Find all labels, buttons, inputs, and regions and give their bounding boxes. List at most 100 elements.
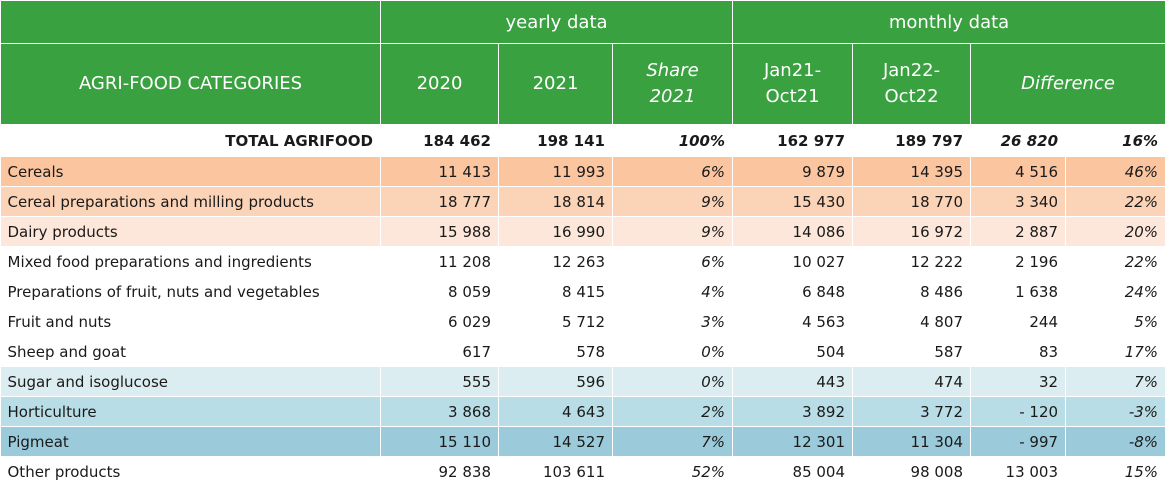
jan22-oct22-header: Jan22- Oct22 — [852, 43, 972, 125]
row-jan22: 3 772 — [852, 396, 972, 427]
row-diff-pct: 17% — [1065, 336, 1165, 367]
row-label: Cereals — [0, 156, 381, 187]
row-diff: 32 — [970, 366, 1067, 397]
row-label: Mixed food preparations and ingredients — [0, 246, 381, 277]
row-share: 3% — [612, 306, 734, 337]
row-share: 7% — [612, 426, 734, 457]
row-diff: - 997 — [970, 426, 1067, 457]
row-share: 9% — [612, 186, 734, 217]
table-row: Cereal preparations and milling products… — [0, 186, 1165, 217]
row-diff-pct: 46% — [1065, 156, 1165, 187]
row-diff: 244 — [970, 306, 1067, 337]
row-jan22: 11 304 — [852, 426, 972, 457]
row-jan22: 12 222 — [852, 246, 972, 277]
col-2020-header: 2020 — [380, 43, 499, 125]
total-share: 100% — [612, 124, 734, 157]
row-jan21: 85 004 — [732, 456, 854, 487]
row-jan21: 443 — [732, 366, 854, 397]
row-diff-pct: 5% — [1065, 306, 1165, 337]
row-diff-pct: -8% — [1065, 426, 1165, 457]
row-label: Pigmeat — [0, 426, 381, 457]
row-2020: 8 059 — [380, 276, 499, 307]
row-diff-pct: 22% — [1065, 186, 1165, 217]
row-diff-pct: 24% — [1065, 276, 1165, 307]
row-label: Cereal preparations and milling products — [0, 186, 381, 217]
row-jan21: 504 — [732, 336, 854, 367]
table-row: Sugar and isoglucose 555 596 0% 443 474 32 7% — [0, 366, 1165, 397]
row-share: 2% — [612, 396, 734, 427]
categories-header: AGRI-FOOD CATEGORIES — [0, 43, 381, 125]
total-2020: 184 462 — [380, 124, 499, 157]
row-2021: 5 712 — [498, 306, 613, 337]
row-2021: 11 993 — [498, 156, 613, 187]
row-label: Sheep and goat — [0, 336, 381, 367]
row-2021: 578 — [498, 336, 613, 367]
row-jan21: 15 430 — [732, 186, 854, 217]
total-jan21: 162 977 — [732, 124, 854, 157]
jan22-line2: Oct22 — [884, 86, 939, 107]
row-diff: - 120 — [970, 396, 1067, 427]
row-share: 0% — [612, 366, 734, 397]
row-share: 9% — [612, 216, 734, 247]
row-2020: 18 777 — [380, 186, 499, 217]
row-label: Sugar and isoglucose — [0, 366, 381, 397]
row-jan22: 4 807 — [852, 306, 972, 337]
row-2021: 103 611 — [498, 456, 613, 487]
row-share: 52% — [612, 456, 734, 487]
row-diff-pct: -3% — [1065, 396, 1165, 427]
total-diff: 26 820 — [970, 124, 1067, 157]
row-diff: 4 516 — [970, 156, 1067, 187]
table-row: Dairy products 15 988 16 990 9% 14 086 16 972… — [0, 216, 1165, 247]
yearly-data-header: yearly data — [379, 0, 734, 44]
row-jan21: 14 086 — [732, 216, 854, 247]
row-2020: 92 838 — [380, 456, 499, 487]
row-diff: 1 638 — [970, 276, 1067, 307]
col-2021-header: 2021 — [498, 43, 613, 125]
row-jan22: 98 008 — [852, 456, 972, 487]
row-jan21: 4 563 — [732, 306, 854, 337]
row-2021: 18 814 — [498, 186, 613, 217]
row-label: Other products — [0, 456, 381, 487]
row-jan22: 18 770 — [852, 186, 972, 217]
table-row: Cereals 11 413 11 993 6% 9 879 14 395 4 516 46% — [0, 156, 1165, 187]
row-label: Preparations of fruit, nuts and vegetabl… — [0, 276, 381, 307]
row-2020: 3 868 — [380, 396, 499, 427]
total-jan22: 189 797 — [852, 124, 972, 157]
row-jan22: 587 — [852, 336, 972, 367]
row-diff-pct: 7% — [1065, 366, 1165, 397]
jan21-line1: Jan21- — [763, 60, 822, 81]
total-diff-pct: 16% — [1065, 124, 1165, 157]
row-2021: 4 643 — [498, 396, 613, 427]
total-2021: 198 141 — [498, 124, 613, 157]
jan21-line2: Oct21 — [765, 86, 820, 107]
row-2020: 555 — [380, 366, 499, 397]
row-diff-pct: 15% — [1065, 456, 1165, 487]
row-diff: 2 887 — [970, 216, 1067, 247]
row-diff-pct: 20% — [1065, 216, 1165, 247]
row-2021: 16 990 — [498, 216, 613, 247]
table-row: Mixed food preparations and ingredients 1… — [0, 246, 1165, 277]
row-jan21: 10 027 — [732, 246, 854, 277]
row-2021: 596 — [498, 366, 613, 397]
row-2021: 14 527 — [498, 426, 613, 457]
jan21-oct21-header: Jan21- Oct21 — [732, 43, 854, 125]
share-line1: Share — [646, 60, 699, 81]
row-2021: 8 415 — [498, 276, 613, 307]
table-row: Other products 92 838 103 611 52% 85 004 98 0… — [0, 456, 1165, 487]
row-2020: 617 — [380, 336, 499, 367]
table-row: Pigmeat 15 110 14 527 7% 12 301 11 304- 997 -8… — [0, 426, 1165, 457]
row-2020: 15 110 — [380, 426, 499, 457]
row-label: Horticulture — [0, 396, 381, 427]
row-diff: 83 — [970, 336, 1067, 367]
row-jan21: 12 301 — [732, 426, 854, 457]
row-2021: 12 263 — [498, 246, 613, 277]
share-2021-header: Share 2021 — [611, 43, 734, 125]
share-line2: 2021 — [649, 86, 696, 107]
row-jan22: 14 395 — [852, 156, 972, 187]
row-label: Dairy products — [0, 216, 381, 247]
row-jan21: 3 892 — [732, 396, 854, 427]
row-share: 6% — [612, 246, 734, 277]
jan22-line1: Jan22- — [882, 60, 941, 81]
row-diff: 13 003 — [970, 456, 1067, 487]
